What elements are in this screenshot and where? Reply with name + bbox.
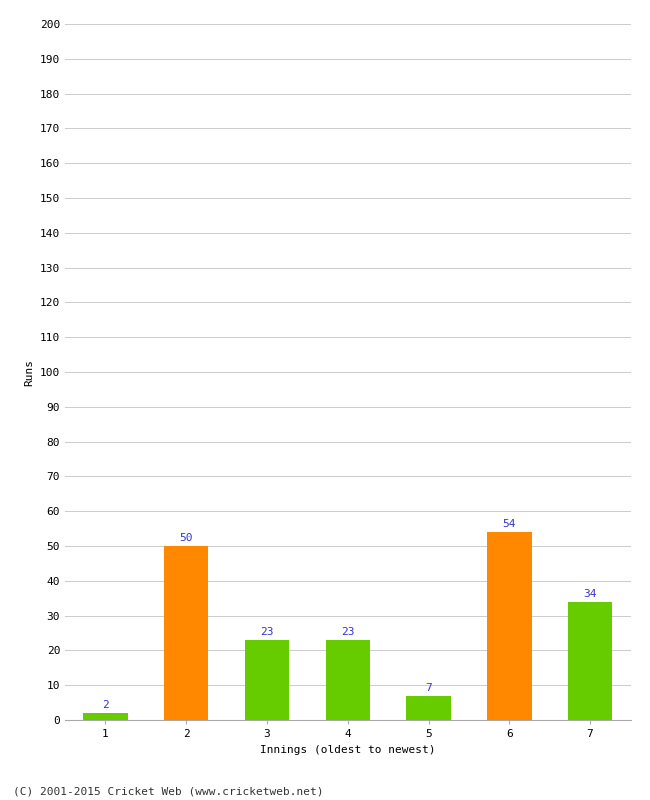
Bar: [245, 640, 289, 720]
Y-axis label: Runs: Runs: [24, 358, 34, 386]
Bar: [164, 546, 209, 720]
Text: 2: 2: [102, 700, 109, 710]
Bar: [568, 602, 612, 720]
Text: 34: 34: [583, 589, 597, 599]
Bar: [326, 640, 370, 720]
Bar: [83, 713, 127, 720]
Bar: [487, 532, 532, 720]
Text: 23: 23: [341, 627, 354, 637]
Text: 23: 23: [260, 627, 274, 637]
Text: 7: 7: [425, 683, 432, 693]
Text: 50: 50: [179, 534, 193, 543]
Text: (C) 2001-2015 Cricket Web (www.cricketweb.net): (C) 2001-2015 Cricket Web (www.cricketwe…: [13, 786, 324, 796]
Text: 54: 54: [502, 519, 516, 530]
Bar: [406, 696, 450, 720]
X-axis label: Innings (oldest to newest): Innings (oldest to newest): [260, 745, 436, 754]
